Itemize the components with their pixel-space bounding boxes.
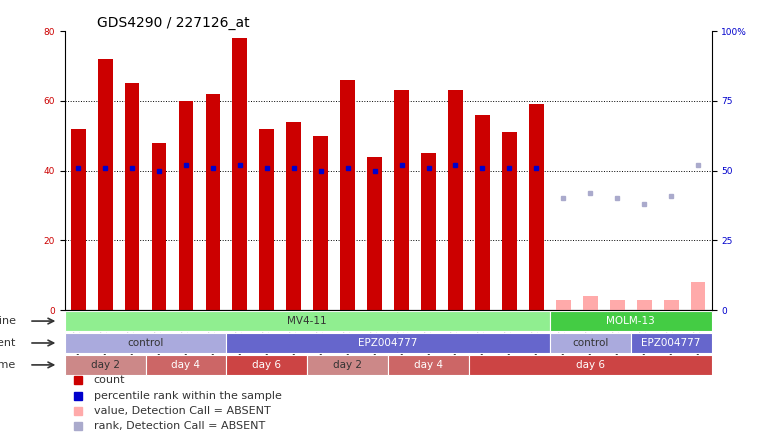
Text: day 4: day 4 — [414, 360, 443, 370]
Bar — [583, 296, 597, 310]
Bar — [151, 143, 167, 310]
Bar — [388, 355, 469, 375]
Text: day 2: day 2 — [91, 360, 119, 370]
Bar — [556, 300, 571, 310]
Bar — [421, 153, 436, 310]
Bar — [260, 129, 274, 310]
Bar — [631, 333, 712, 353]
Bar — [65, 311, 550, 331]
Bar — [125, 83, 139, 310]
Text: control: control — [572, 338, 609, 348]
Bar — [145, 355, 227, 375]
Bar — [691, 282, 705, 310]
Text: time: time — [0, 360, 16, 370]
Bar — [314, 136, 328, 310]
Bar — [550, 311, 712, 331]
Text: GDS4290 / 227126_at: GDS4290 / 227126_at — [97, 16, 250, 30]
Text: control: control — [127, 338, 164, 348]
Bar — [610, 300, 625, 310]
Text: count: count — [94, 375, 126, 385]
Text: cell line: cell line — [0, 316, 16, 326]
Bar — [637, 300, 651, 310]
Bar — [448, 91, 463, 310]
Text: day 6: day 6 — [576, 360, 605, 370]
Bar — [475, 115, 490, 310]
Text: agent: agent — [0, 338, 16, 348]
Text: day 4: day 4 — [171, 360, 200, 370]
Bar — [71, 129, 85, 310]
Text: rank, Detection Call = ABSENT: rank, Detection Call = ABSENT — [94, 421, 265, 431]
Text: value, Detection Call = ABSENT: value, Detection Call = ABSENT — [94, 406, 271, 416]
Text: EPZ004777: EPZ004777 — [358, 338, 418, 348]
Bar — [286, 122, 301, 310]
Text: percentile rank within the sample: percentile rank within the sample — [94, 391, 282, 400]
Bar — [307, 355, 388, 375]
Text: day 2: day 2 — [333, 360, 362, 370]
Bar — [65, 355, 145, 375]
Bar — [65, 333, 227, 353]
Bar — [469, 355, 712, 375]
Bar — [394, 91, 409, 310]
Bar — [227, 355, 307, 375]
Bar — [664, 300, 679, 310]
Bar — [179, 101, 193, 310]
Bar — [232, 38, 247, 310]
Text: MOLM-13: MOLM-13 — [607, 316, 655, 326]
Bar — [529, 104, 544, 310]
Bar — [550, 333, 631, 353]
Text: MV4-11: MV4-11 — [288, 316, 327, 326]
Bar — [368, 157, 382, 310]
Text: EPZ004777: EPZ004777 — [642, 338, 701, 348]
Bar — [340, 80, 355, 310]
Bar — [97, 59, 113, 310]
Bar — [502, 132, 517, 310]
Text: day 6: day 6 — [253, 360, 282, 370]
Bar — [205, 94, 221, 310]
Bar — [227, 333, 550, 353]
